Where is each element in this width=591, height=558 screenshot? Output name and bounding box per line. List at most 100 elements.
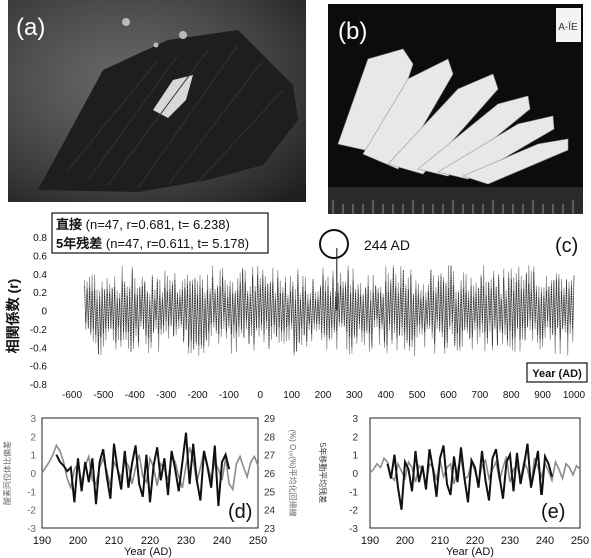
panel-label-d: (d)	[228, 501, 252, 523]
ruler-ticks	[332, 200, 574, 214]
d-series-dark	[55, 432, 231, 507]
bubble-2	[179, 31, 187, 39]
d-x-tick-label: 250	[249, 535, 267, 547]
bubble-1	[122, 18, 130, 26]
c-series-residual	[84, 265, 575, 355]
e-ylabel-right: 5年移動平均残差	[318, 443, 328, 503]
c-y-tick-label: -0.2	[30, 325, 48, 336]
c-x-tick-label: 400	[377, 390, 394, 401]
d-x-ticks: 190 200 210 220 230 240 250	[33, 535, 267, 547]
e-series	[369, 443, 581, 510]
c-y-tick-label: -0.4	[30, 343, 48, 354]
c-x-tick-label: -600	[62, 390, 82, 401]
d-y-right-tick-label: 28	[264, 432, 276, 443]
d-ylabel-left: 酸素同位体比偏差	[2, 441, 12, 505]
c-y-tick-label: 0.6	[33, 251, 47, 262]
panel-label-a: (a)	[16, 14, 46, 41]
e-y-tick-label: -3	[349, 524, 358, 535]
c-x-tick-label: 100	[283, 390, 300, 401]
e-xlabel: Year (AD)	[446, 546, 494, 558]
c-x-tick-label: -200	[187, 390, 207, 401]
specimen-tag-text: A-ÏE	[558, 21, 578, 33]
c-x-tick-label: 700	[472, 390, 489, 401]
c-x-tick-label: 300	[346, 390, 363, 401]
c-y-ticks: 0.8 0.6 0.4 0.2 0 -0.2 -0.4 -0.6 -0.8	[30, 233, 48, 391]
c-series	[84, 248, 575, 357]
panel-label-b: (b)	[338, 18, 368, 45]
c-x-tick-label: -100	[219, 390, 239, 401]
d-y-tick-label: -2	[27, 506, 36, 517]
e-y-tick-label: 1	[352, 451, 358, 462]
d-ylabel-right: (%) O₁₈(%)平均化回帰線	[288, 429, 298, 516]
c-series-direct	[84, 265, 575, 357]
d-x-tick-label: 190	[33, 535, 51, 547]
e-y-tick-label: 3	[352, 414, 358, 425]
d-y-tick-label: -3	[27, 524, 36, 535]
specimen-photo-a: (a)	[8, 0, 306, 202]
c-x-tick-label: 600	[440, 390, 457, 401]
bubble-3	[153, 42, 159, 48]
d-y-right-tick-label: 24	[264, 506, 276, 517]
c-x-tick-label: 500	[409, 390, 426, 401]
d-series	[41, 432, 259, 507]
d-label-box	[225, 495, 257, 525]
e-y-ticks: 3 2 1 0 -1 -2 -3	[349, 414, 358, 535]
photo-b-drawing: A-ÏE	[328, 4, 583, 214]
ruler	[328, 187, 583, 214]
e-x-ticks: 190 200 210 220 230 240 250	[361, 535, 589, 547]
d-y-tick-label: -1	[27, 487, 36, 498]
d-x-tick-label: 230	[177, 535, 195, 547]
c-x-tick-label: -400	[125, 390, 145, 401]
e-y-tick-label: 2	[352, 432, 358, 443]
c-y-tick-label: 0.4	[33, 270, 47, 281]
d-xlabel: Year (AD)	[124, 546, 172, 558]
d-y-tick-label: 0	[30, 469, 36, 480]
d-y-right-tick-label: 29	[264, 414, 276, 425]
c-x-tick-label: 200	[315, 390, 332, 401]
specimen-tag	[556, 8, 581, 42]
c-y-tick-label: -0.6	[30, 362, 48, 373]
e-x-tick-label: 250	[571, 535, 589, 547]
d-y-right-tick-label: 23	[264, 524, 276, 535]
wood-fragments	[337, 48, 569, 185]
c-x-tick-label: 0	[257, 390, 263, 401]
wood-grain-lines	[67, 44, 284, 189]
e-x-tick-label: 240	[536, 535, 554, 547]
d-y-right-tick-label: 26	[264, 469, 276, 480]
e-label-box	[538, 495, 574, 525]
d-y-tick-label: 2	[30, 432, 36, 443]
e-x-tick-label: 200	[396, 535, 414, 547]
e-x-tick-label: 230	[501, 535, 519, 547]
c-y-tick-label: 0	[41, 307, 47, 318]
c-annotation-circle	[319, 229, 349, 259]
c-y-tick-label: 0.2	[33, 288, 47, 299]
d-y-tick-label: 3	[30, 414, 36, 425]
c-legend-box	[51, 212, 269, 254]
c-x-tick-label: -500	[93, 390, 113, 401]
c-ylabel: 相関係数 (r)	[5, 279, 21, 354]
e-x-tick-label: 190	[361, 535, 379, 547]
e-y-tick-label: -1	[349, 487, 358, 498]
c-x-tick-label: 1000	[563, 390, 586, 401]
e-x-tick-label: 210	[431, 535, 449, 547]
c-xlabel-box	[526, 362, 588, 383]
d-y-right-tick-label: 27	[264, 451, 276, 462]
d-y-ticks: 3 2 1 0 -1 -2 -3	[27, 414, 36, 535]
c-y-tick-label: 0.8	[33, 233, 47, 244]
chart-c: 0.8 0.6 0.4 0.2 0 -0.2 -0.4 -0.6 -0.8 -600 -500 -4…	[5, 212, 588, 401]
c-xlabel: Year (AD)	[532, 368, 582, 380]
d-y-right-tick-label: 25	[264, 487, 276, 498]
e-y-tick-label: 0	[352, 469, 358, 480]
c-x-tick-label: 900	[534, 390, 551, 401]
e-y-tick-label: -2	[349, 506, 358, 517]
panel-label-e: (e)	[541, 501, 565, 523]
c-annotation-text: 244 AD	[364, 237, 410, 253]
specimen-photo-b: A-ÏE (b)	[328, 4, 583, 214]
c-x-tick-label: -300	[156, 390, 176, 401]
c-legend-residual: 5年残差 (n=47, r=0.611, t= 5.178)	[56, 236, 249, 251]
panel-label-c: (c)	[555, 235, 578, 257]
photo-a-drawing	[8, 0, 306, 202]
e-x-tick-label: 220	[466, 535, 484, 547]
